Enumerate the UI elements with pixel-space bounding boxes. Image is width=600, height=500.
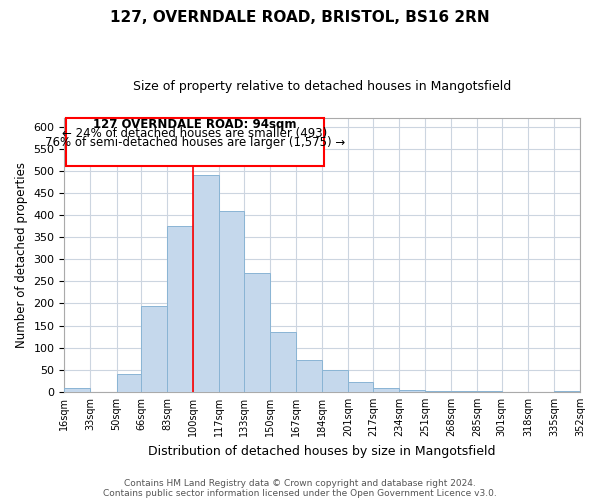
Text: ← 24% of detached houses are smaller (493): ← 24% of detached houses are smaller (49… xyxy=(62,127,328,140)
Bar xyxy=(425,391,451,392)
Bar xyxy=(554,390,580,392)
Bar xyxy=(270,332,296,392)
Bar xyxy=(116,374,141,392)
Y-axis label: Number of detached properties: Number of detached properties xyxy=(15,162,28,348)
FancyBboxPatch shape xyxy=(66,118,324,166)
Bar xyxy=(348,382,373,392)
Bar xyxy=(322,370,348,392)
Bar xyxy=(244,272,270,392)
Text: Contains HM Land Registry data © Crown copyright and database right 2024.: Contains HM Land Registry data © Crown c… xyxy=(124,478,476,488)
X-axis label: Distribution of detached houses by size in Mangotsfield: Distribution of detached houses by size … xyxy=(148,444,496,458)
Bar xyxy=(220,210,244,392)
Bar xyxy=(64,388,91,392)
Bar xyxy=(296,360,322,392)
Text: 127 OVERNDALE ROAD: 94sqm: 127 OVERNDALE ROAD: 94sqm xyxy=(93,118,296,131)
Text: 76% of semi-detached houses are larger (1,575) →: 76% of semi-detached houses are larger (… xyxy=(45,136,345,148)
Text: 127, OVERNDALE ROAD, BRISTOL, BS16 2RN: 127, OVERNDALE ROAD, BRISTOL, BS16 2RN xyxy=(110,10,490,25)
Bar xyxy=(373,388,399,392)
Bar xyxy=(167,226,193,392)
Bar xyxy=(193,176,220,392)
Title: Size of property relative to detached houses in Mangotsfield: Size of property relative to detached ho… xyxy=(133,80,511,93)
Text: Contains public sector information licensed under the Open Government Licence v3: Contains public sector information licen… xyxy=(103,488,497,498)
Bar xyxy=(141,306,167,392)
Bar xyxy=(399,390,425,392)
